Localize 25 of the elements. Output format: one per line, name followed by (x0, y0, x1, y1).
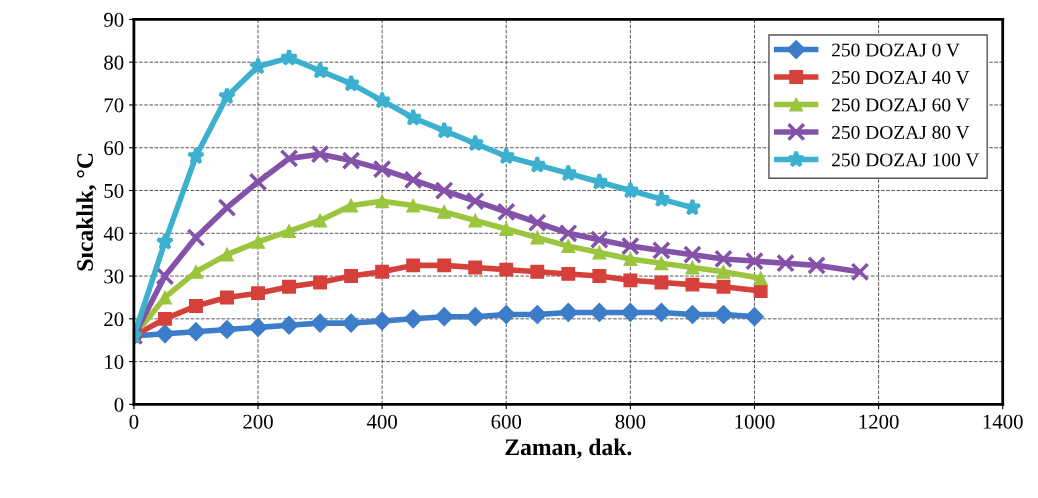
y-tick-label: 30 (104, 269, 124, 284)
legend-label: 250 DOZAJ 80 V (832, 125, 970, 140)
y-tick-label: 70 (104, 98, 124, 113)
x-tick-label: 1000 (735, 414, 775, 429)
y-axis-title: Sıcaklık, °C (76, 153, 97, 271)
x-tick-label: 200 (243, 414, 273, 429)
x-tick-label: 0 (129, 414, 139, 429)
y-tick-label: 10 (105, 354, 124, 370)
y-tick-label: 0 (114, 397, 124, 412)
legend-label: 250 DOZAJ 40 V (832, 70, 970, 85)
x-tick-label: 1400 (983, 414, 1023, 429)
y-tick-label: 80 (104, 55, 124, 70)
y-tick-label: 60 (104, 141, 124, 156)
x-tick-label: 1200 (859, 414, 899, 429)
legend-label: 250 DOZAJ 100 V (832, 153, 980, 167)
x-axis-title: Zaman, dak. (505, 438, 632, 459)
y-tick-label: 40 (103, 226, 124, 241)
y-tick-label: 50 (104, 183, 124, 198)
x-tick-label: 600 (491, 414, 522, 429)
x-tick-label: 400 (366, 414, 397, 429)
legend-label: 250 DOZAJ 0 V (832, 43, 960, 57)
y-tick-label: 20 (104, 312, 124, 327)
legend-label: 250 DOZAJ 60 V (832, 98, 970, 112)
y-tick-label: 90 (104, 12, 124, 27)
x-tick-label: 800 (615, 414, 646, 429)
